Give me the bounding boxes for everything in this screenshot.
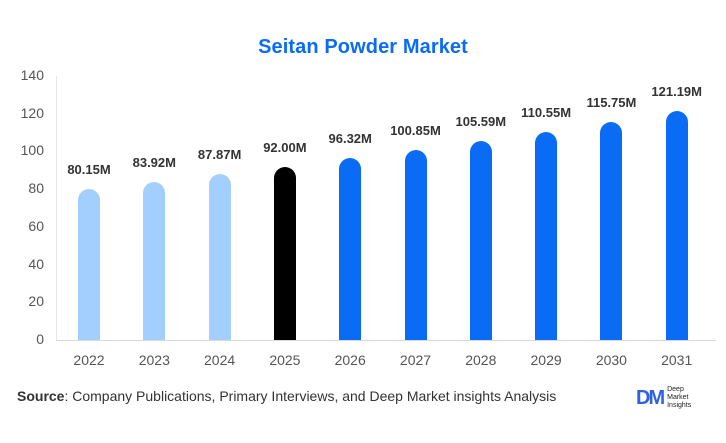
chart-title: Seitan Powder Market: [258, 36, 468, 58]
y-axis-line: [56, 76, 57, 340]
value-label: 115.75M: [586, 94, 637, 110]
value-label: 83.92M: [132, 154, 176, 170]
y-tick-label: 20: [28, 293, 44, 310]
y-tick-label: 60: [28, 217, 44, 234]
bar-2028: [469, 140, 492, 340]
x-tick-label: 2030: [595, 352, 627, 368]
x-tick-label: 2025: [269, 352, 301, 368]
value-label: 100.85M: [390, 122, 441, 138]
y-tick-label: 0: [36, 331, 44, 347]
source-label: Source: [17, 388, 65, 404]
x-tick-label: 2022: [73, 352, 105, 368]
bar-2031: [665, 111, 688, 340]
y-tick-label: 120: [20, 104, 44, 121]
value-label: 87.87M: [197, 147, 242, 163]
source-text: : Company Publications, Primary Intervie…: [64, 388, 557, 404]
value-label: 96.32M: [328, 131, 372, 147]
bar-2029: [535, 131, 558, 340]
deep-market-insights-logo: DM Deep Market Insights: [636, 386, 691, 410]
logo-mark-icon: DM: [636, 386, 665, 409]
x-tick-label: 2023: [138, 352, 170, 368]
bar-2026: [339, 158, 362, 340]
bar-2027: [404, 149, 427, 340]
y-tick-label: 40: [28, 255, 44, 272]
value-label: 92.00M: [263, 139, 307, 155]
value-label: 121.19M: [651, 84, 702, 100]
x-tick-label: 2026: [334, 352, 366, 368]
y-tick-label: 80: [28, 180, 44, 197]
y-tick-label: 100: [20, 142, 44, 159]
x-tick-label: 2028: [465, 352, 497, 368]
x-tick-label: 2027: [399, 352, 432, 368]
y-tick-label: 140: [20, 67, 44, 83]
x-tick-label: 2024: [204, 352, 236, 368]
bar-2023: [143, 181, 166, 340]
bar-2022: [78, 188, 100, 340]
bar-2030: [600, 121, 623, 340]
bar-2025: [273, 166, 296, 340]
logo-text: Deep Market Insights: [667, 386, 692, 409]
x-axis-baseline: [56, 340, 716, 341]
bar-2024: [208, 174, 231, 340]
value-label: 110.55M: [521, 104, 572, 120]
x-tick-label: 2031: [661, 352, 693, 368]
source-note: Source: Company Publications, Primary In…: [17, 388, 556, 404]
value-label: 80.15M: [67, 161, 111, 177]
x-tick-label: 2029: [530, 352, 562, 368]
value-label: 105.59M: [455, 113, 507, 129]
